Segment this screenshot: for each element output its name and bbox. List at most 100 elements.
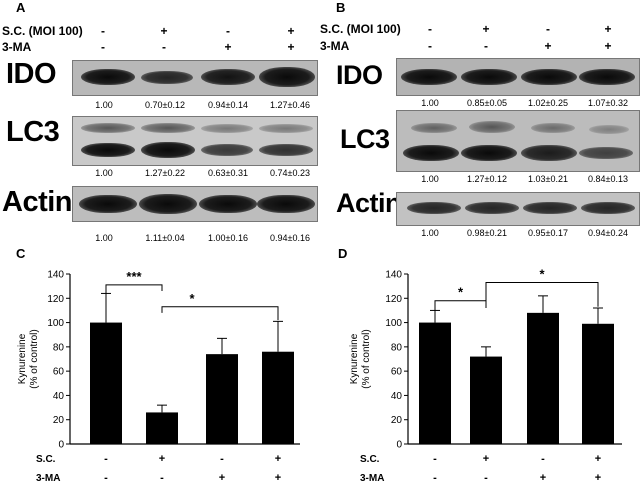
panel-b-ido-quant: 1.07±0.32 bbox=[588, 98, 628, 108]
bar bbox=[146, 412, 178, 444]
significance-bracket bbox=[434, 300, 487, 311]
panel-c-letter: C bbox=[16, 246, 26, 261]
bar bbox=[90, 322, 122, 444]
panel-a-ido-label: IDO bbox=[6, 58, 57, 90]
significance-bracket bbox=[105, 284, 163, 294]
panel-b-sc-sign: - bbox=[546, 22, 550, 36]
panel-b-3ma-label: 3-MA bbox=[320, 39, 350, 53]
y-tick-label: 20 bbox=[53, 415, 65, 426]
significance-marker: * bbox=[458, 285, 464, 300]
ma-row-label: 3-MA bbox=[36, 473, 60, 484]
y-axis-label-line: (% of control) bbox=[29, 329, 40, 388]
panel-b-ido-label: IDO bbox=[336, 60, 383, 90]
significance-marker: *** bbox=[126, 269, 142, 284]
y-tick-label: 140 bbox=[385, 270, 402, 281]
y-tick-label: 80 bbox=[53, 342, 65, 353]
panel-a-actin-label: Actin bbox=[2, 186, 73, 218]
panel-b-ido-quant: 0.85±0.05 bbox=[467, 98, 507, 108]
kynurenine-chart-d: 0 20 40 60 80 100 120 140 Kynurenine (% of contro… bbox=[349, 267, 622, 484]
panel-a-lc3-quant: 0.74±0.23 bbox=[270, 168, 310, 178]
y-tick-label: 60 bbox=[391, 367, 403, 378]
panel-b-lc3-quant: 1.00 bbox=[421, 174, 439, 184]
panel-b-ido-blot bbox=[396, 58, 640, 96]
kynurenine-chart-c: 0 20 40 60 80 100 120 140 Kynurenine (% of contro… bbox=[17, 269, 300, 484]
panel-a-ido-quant: 1.00 bbox=[95, 100, 113, 110]
sc-sign: + bbox=[275, 453, 281, 465]
panel-a-sc-label: S.C. (MOI 100) bbox=[2, 24, 83, 38]
sc-row-label: S.C. bbox=[36, 454, 56, 465]
panel-a-sc-sign: - bbox=[226, 24, 230, 38]
panel-b-sc-sign: + bbox=[482, 22, 490, 36]
y-tick-label: 80 bbox=[391, 342, 403, 353]
panel-a-actin-quant: 1.00±0.16 bbox=[208, 233, 248, 243]
y-tick-label: 120 bbox=[47, 294, 64, 305]
panel-a-actin-blot bbox=[72, 186, 318, 222]
panel-b-3ma-sign: + bbox=[604, 39, 612, 53]
panel-b-lc3-quant: 1.27±0.12 bbox=[467, 174, 507, 184]
significance-bracket bbox=[485, 282, 599, 308]
ma-sign: + bbox=[275, 472, 281, 484]
panel-a-letter: A bbox=[16, 0, 26, 15]
panel-b-sc-label: S.C. (MOI 100) bbox=[320, 22, 401, 36]
panel-b-sc-sign: + bbox=[604, 22, 612, 36]
y-tick-label: 100 bbox=[47, 318, 64, 329]
panel-b-sc-sign: - bbox=[428, 22, 432, 36]
panel-a-sc-sign: + bbox=[287, 24, 295, 38]
panel-d-letter: D bbox=[338, 246, 348, 261]
ma-sign: + bbox=[219, 472, 225, 484]
panel-b-lc3-quant: 1.03±0.21 bbox=[528, 174, 568, 184]
panel-a-3ma-sign: + bbox=[287, 40, 295, 54]
y-tick-label: 0 bbox=[396, 440, 402, 451]
panel-b-3ma-sign: - bbox=[428, 39, 432, 53]
panel-a-lc3-quant: 0.63±0.31 bbox=[208, 168, 248, 178]
sc-row-label: S.C. bbox=[360, 454, 380, 465]
significance-marker: * bbox=[539, 267, 545, 282]
bar bbox=[419, 322, 451, 444]
sc-sign: + bbox=[159, 453, 165, 465]
panel-a-3ma-sign: - bbox=[101, 40, 105, 54]
panel-a-3ma-sign: - bbox=[162, 40, 166, 54]
panel-b-actin-quant: 1.00 bbox=[421, 228, 439, 238]
y-axis-label-line: Kynurenine bbox=[17, 333, 28, 384]
panel-b-lc3-label: LC3 bbox=[340, 124, 390, 154]
panel-a-lc3-label: LC3 bbox=[6, 116, 60, 148]
bar bbox=[262, 351, 294, 444]
ma-sign: - bbox=[104, 472, 108, 484]
panel-b-3ma-sign: - bbox=[484, 39, 488, 53]
bar bbox=[527, 312, 559, 444]
ma-row-label: 3-MA bbox=[360, 473, 384, 484]
panel-a-actin-quant: 1.11±0.04 bbox=[145, 233, 185, 243]
panel-a-3ma-label: 3-MA bbox=[2, 40, 32, 54]
panel-a-sc-sign: - bbox=[101, 24, 105, 38]
panel-b-lc3-blot bbox=[396, 110, 640, 172]
ma-sign: + bbox=[595, 472, 601, 484]
y-tick-label: 0 bbox=[58, 440, 64, 451]
bar bbox=[206, 354, 238, 444]
panel-a-3ma-sign: + bbox=[224, 40, 232, 54]
panel-b-ido-quant: 1.02±0.25 bbox=[528, 98, 568, 108]
panel-a-ido-blot bbox=[72, 60, 318, 96]
sc-sign: - bbox=[433, 453, 437, 465]
panel-a-actin-quant: 1.00 bbox=[95, 233, 113, 243]
y-axis-label-line: Kynurenine bbox=[349, 333, 360, 384]
y-tick-label: 60 bbox=[53, 367, 65, 378]
bar bbox=[582, 323, 614, 444]
panel-a-ido-quant: 0.94±0.14 bbox=[208, 100, 248, 110]
sc-sign: - bbox=[104, 453, 108, 465]
significance-marker: * bbox=[189, 291, 195, 306]
panel-a-lc3-quant: 1.00 bbox=[95, 168, 113, 178]
panel-b-actin-label: Actin bbox=[336, 188, 402, 218]
panel-b-actin-blot bbox=[396, 192, 640, 226]
y-tick-label: 120 bbox=[385, 294, 402, 305]
panel-b-actin-quant: 0.95±0.17 bbox=[528, 228, 568, 238]
y-tick-label: 40 bbox=[391, 391, 403, 402]
y-axis-label: Kynurenine (% of control) bbox=[17, 329, 40, 388]
sc-sign: - bbox=[541, 453, 545, 465]
ma-sign: + bbox=[540, 472, 546, 484]
panel-b-actin-quant: 0.94±0.24 bbox=[588, 228, 628, 238]
panel-b-letter: B bbox=[336, 0, 346, 15]
y-axis-label: Kynurenine (% of control) bbox=[349, 329, 372, 388]
ma-sign: - bbox=[160, 472, 164, 484]
significance-bracket bbox=[161, 306, 279, 321]
y-tick-label: 40 bbox=[53, 391, 65, 402]
